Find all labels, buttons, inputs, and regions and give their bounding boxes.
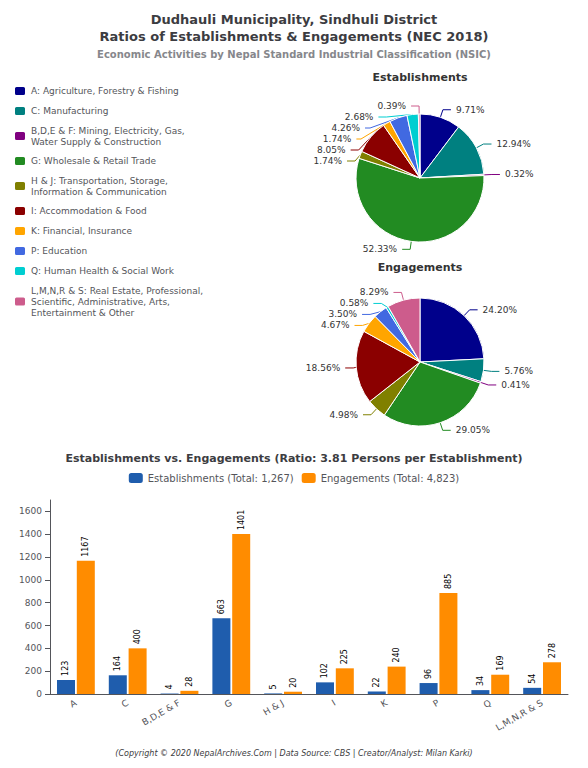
svg-text:164: 164 xyxy=(113,656,122,671)
svg-text:400: 400 xyxy=(133,629,142,644)
svg-text:H & J: H & J xyxy=(261,698,285,718)
svg-text:B,D,E & F: B,D,E & F xyxy=(140,698,182,728)
svg-text:C: Manufacturing: C: Manufacturing xyxy=(31,106,108,116)
svg-text:1401: 1401 xyxy=(237,510,246,530)
svg-text:Dudhauli Municipality, Sindhul: Dudhauli Municipality, Sindhuli District xyxy=(151,12,438,27)
svg-text:0.58%: 0.58% xyxy=(340,298,369,308)
svg-text:225: 225 xyxy=(340,649,349,664)
svg-text:278: 278 xyxy=(548,643,557,658)
svg-text:123: 123 xyxy=(61,661,70,676)
svg-text:240: 240 xyxy=(392,647,401,662)
svg-text:54: 54 xyxy=(528,674,537,684)
svg-text:8.05%: 8.05% xyxy=(317,145,346,155)
svg-text:Q: Human Health & Social Work: Q: Human Health & Social Work xyxy=(31,266,175,276)
svg-text:4.98%: 4.98% xyxy=(329,410,358,420)
svg-text:Engagements: Engagements xyxy=(378,261,463,274)
svg-text:28: 28 xyxy=(185,677,194,687)
svg-text:200: 200 xyxy=(25,666,42,676)
svg-text:Scientific, Administrative, Ar: Scientific, Administrative, Arts, xyxy=(31,297,170,307)
svg-text:A: A xyxy=(68,697,79,709)
svg-text:96: 96 xyxy=(424,669,433,679)
svg-text:I: I xyxy=(330,698,337,708)
svg-text:0: 0 xyxy=(36,689,42,699)
svg-text:L,M,N,R & S: L,M,N,R & S xyxy=(494,698,545,733)
svg-text:169: 169 xyxy=(496,655,505,670)
svg-text:A: Agriculture, Forestry & Fis: A: Agriculture, Forestry & Fishing xyxy=(31,86,179,96)
svg-text:5: 5 xyxy=(269,684,278,689)
svg-text:(Copyright © 2020 NepalArchive: (Copyright © 2020 NepalArchives.Com | Da… xyxy=(115,749,472,758)
svg-text:P: P xyxy=(431,697,441,709)
svg-text:G: Wholesale & Retail Trade: G: Wholesale & Retail Trade xyxy=(31,156,156,166)
svg-text:400: 400 xyxy=(25,643,42,653)
svg-text:H & J: Transportation, Storage: H & J: Transportation, Storage, xyxy=(31,176,168,186)
svg-text:5.76%: 5.76% xyxy=(504,366,533,376)
svg-text:B,D,E & F: Mining, Electricity: B,D,E & F: Mining, Electricity, Gas, xyxy=(31,126,185,136)
svg-text:24.20%: 24.20% xyxy=(483,305,518,315)
svg-text:C: C xyxy=(120,698,130,710)
svg-text:4: 4 xyxy=(165,684,174,689)
svg-text:L,M,N,R & S: Real Estate, Prof: L,M,N,R & S: Real Estate, Professional, xyxy=(31,286,203,296)
svg-text:Ratios of Establishments & Eng: Ratios of Establishments & Engagements (… xyxy=(100,29,489,44)
svg-text:1000: 1000 xyxy=(19,575,42,585)
svg-text:12.94%: 12.94% xyxy=(496,139,531,149)
svg-text:52.33%: 52.33% xyxy=(363,244,398,254)
svg-text:Information & Communication: Information & Communication xyxy=(31,187,167,197)
svg-text:P: Education: P: Education xyxy=(31,246,87,256)
svg-text:Q: Q xyxy=(482,698,493,710)
svg-text:1400: 1400 xyxy=(19,529,42,539)
svg-text:20: 20 xyxy=(289,678,298,688)
svg-text:K: K xyxy=(379,697,390,709)
svg-text:1.74%: 1.74% xyxy=(313,156,342,166)
svg-text:22: 22 xyxy=(372,677,381,687)
svg-text:4.67%: 4.67% xyxy=(321,320,350,330)
svg-text:600: 600 xyxy=(25,621,42,631)
svg-text:2.68%: 2.68% xyxy=(345,112,374,122)
svg-text:0.41%: 0.41% xyxy=(501,380,530,390)
svg-text:1600: 1600 xyxy=(19,506,42,516)
svg-text:1167: 1167 xyxy=(81,536,90,556)
svg-text:8.29%: 8.29% xyxy=(360,287,389,297)
svg-text:3.50%: 3.50% xyxy=(328,309,357,319)
svg-text:800: 800 xyxy=(25,598,42,608)
svg-text:102: 102 xyxy=(320,663,329,678)
svg-text:K: Financial, Insurance: K: Financial, Insurance xyxy=(31,226,133,236)
svg-text:1.74%: 1.74% xyxy=(323,134,352,144)
svg-text:Establishments vs. Engagements: Establishments vs. Engagements (Ratio: 3… xyxy=(65,452,522,465)
svg-text:Establishments (Total: 1,267): Establishments (Total: 1,267) xyxy=(148,473,294,484)
svg-text:G: G xyxy=(223,698,234,710)
svg-text:0.39%: 0.39% xyxy=(377,101,406,111)
svg-text:663: 663 xyxy=(217,599,226,614)
svg-text:4.26%: 4.26% xyxy=(331,123,360,133)
svg-text:29.05%: 29.05% xyxy=(456,425,491,435)
svg-text:34: 34 xyxy=(476,676,485,686)
svg-text:I: Accommodation & Food: I: Accommodation & Food xyxy=(31,206,147,216)
svg-text:9.71%: 9.71% xyxy=(456,105,485,115)
svg-text:Economic Activities by Nepal S: Economic Activities by Nepal Standard In… xyxy=(97,49,491,60)
svg-text:Entertainment & Other: Entertainment & Other xyxy=(31,308,135,318)
svg-text:18.56%: 18.56% xyxy=(306,363,341,373)
svg-text:Water Supply & Construction: Water Supply & Construction xyxy=(31,137,161,147)
svg-text:0.32%: 0.32% xyxy=(505,169,534,179)
svg-text:885: 885 xyxy=(444,574,453,589)
svg-text:1200: 1200 xyxy=(19,552,42,562)
svg-text:Engagements (Total: 4,823): Engagements (Total: 4,823) xyxy=(321,473,460,484)
svg-text:Establishments: Establishments xyxy=(372,71,468,84)
